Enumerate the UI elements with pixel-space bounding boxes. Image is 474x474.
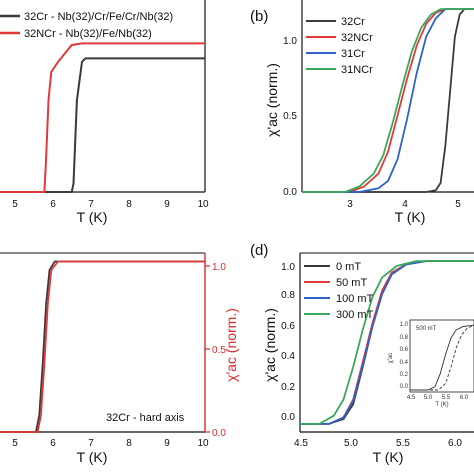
legend-label-31Cr: 31Cr	[341, 48, 365, 60]
panel-d: (d) 0.0 0.2 0.4 0.6 0.8 1.0 4.5 5.0 5.5 …	[250, 242, 474, 465]
panel-d-inset: 500 mT 0.0 0.2 0.4 0.6 0.8 1.0 χ'ac 4.5 …	[388, 319, 474, 408]
panel-c-series-line-0	[0, 260, 205, 433]
panel-c-xtick: 6	[50, 438, 56, 449]
panel-c-xticks: 5 6 7 8 9 10	[12, 438, 209, 449]
panel-c-ytick: 1.0	[212, 262, 226, 273]
inset-ytick: 0.6	[400, 347, 409, 353]
panel-c-xtick: 8	[126, 438, 132, 449]
panel-b-series-line-3	[302, 8, 474, 193]
inset-ytick: 0.8	[400, 335, 409, 341]
panel-c-series-group	[0, 260, 205, 433]
inset-ytick: 0.2	[400, 372, 409, 378]
inset-ytick: 0.4	[400, 360, 409, 366]
panel-d-series-group	[300, 260, 474, 425]
panel-d-ytick: 0.6	[281, 321, 295, 332]
panel-c-xtick: 7	[88, 438, 94, 449]
legend-label-100mT: 100 mT	[336, 293, 374, 305]
panel-b-xtick: 5	[455, 199, 461, 210]
panel-a-xtick: 10	[197, 199, 209, 210]
panel-b-legend: 32Cr 32NCr 31Cr 31NCr	[306, 16, 373, 76]
panel-c-xlabel: T (K)	[77, 449, 108, 465]
panel-d-ylabel: χ'ac (norm.)	[262, 308, 278, 382]
panel-d-legend: 0 mT 50 mT 100 mT 300 mT	[304, 261, 374, 321]
panel-d-ytick: 0.8	[281, 290, 295, 301]
panel-c-yticks-right: 1.0 0.5 0.0	[205, 262, 226, 439]
panel-b-xlabel: T (K)	[395, 209, 426, 225]
legend-label-31NCr: 31NCr	[341, 64, 373, 76]
panel-b-xtick: 4	[402, 199, 408, 210]
panel-b-series-line-2	[302, 8, 474, 193]
inset-xtick: 6.0	[460, 395, 469, 401]
panel-d-ytick: 1.0	[281, 262, 295, 273]
inset-ylabel: χ'ac	[388, 353, 394, 364]
inset-series-line-0	[410, 324, 474, 391]
panel-b-ytick: 1.0	[283, 36, 297, 47]
panel-b: (b) 0.0 0.5 1.0 3 4 5 T (K) χ'ac (norm.)…	[250, 0, 474, 225]
panel-d-xlabel: T (K)	[373, 449, 404, 465]
panel-d-xtick: 5.5	[396, 438, 410, 449]
legend-label-32Cr: 32Cr	[341, 16, 365, 28]
panel-a-series-group	[0, 42, 205, 193]
panel-a-xtick: 8	[126, 199, 132, 210]
panel-b-tag: (b)	[250, 8, 268, 25]
panel-b-xtick: 3	[347, 199, 353, 210]
inset-label: 500 mT	[416, 326, 437, 332]
panel-b-series-line-0	[302, 8, 474, 193]
panel-b-ytick: 0.0	[283, 187, 297, 198]
panel-c-xtick: 9	[164, 438, 170, 449]
panel-a-xtick: 9	[164, 199, 170, 210]
panel-d-yticks: 0.0 0.2 0.4 0.6 0.8 1.0	[281, 262, 295, 423]
panel-b-yticks: 0.0 0.5 1.0	[283, 36, 297, 198]
panel-d-ytick: 0.2	[281, 382, 295, 393]
panel-c-xtick: 10	[197, 438, 209, 449]
panel-a-series-line-1	[0, 42, 205, 193]
inset-series-group	[410, 324, 474, 391]
panel-c: 1.0 0.5 0.0 χ'ac (norm.) 5 6 7 8 9 10 T …	[0, 252, 239, 465]
panel-c-ytick: 0.5	[212, 345, 226, 356]
legend-label-0mT: 0 mT	[336, 261, 361, 273]
panel-a-legend: 32Cr - Nb(32)/Cr/Fe/Cr/Nb(32) 32NCr - Nb…	[0, 11, 173, 40]
panel-c-ylabel: χ'ac (norm.)	[223, 308, 239, 382]
panel-b-series-group	[302, 8, 474, 193]
panel-b-ytick: 0.5	[283, 111, 297, 122]
panel-a-xticks: 5 6 7 8 9 10	[12, 199, 209, 210]
inset-ytick: 1.0	[400, 322, 409, 328]
inset-xlabel: T (K)	[435, 402, 448, 408]
legend-label-32NCr: 32NCr	[341, 32, 373, 44]
panel-a-series-line-0	[0, 57, 205, 193]
panel-a: 5 6 7 8 9 10 T (K) 32Cr - Nb(32)/Cr/Fe/C…	[0, 0, 209, 225]
panel-d-xtick: 6.0	[448, 438, 462, 449]
panel-b-series-line-1	[302, 8, 474, 193]
legend-label-300mT: 300 mT	[336, 309, 374, 321]
panel-d-xticks: 4.5 5.0 5.5 6.0	[294, 438, 462, 449]
panel-d-tag: (d)	[250, 242, 268, 259]
legend-label-32Cr: 32Cr - Nb(32)/Cr/Fe/Cr/Nb(32)	[24, 11, 173, 23]
panel-d-series-line-3	[300, 260, 474, 425]
panel-c-annotation: 32Cr - hard axis	[106, 412, 185, 424]
panel-a-xtick: 5	[12, 199, 18, 210]
panel-a-xlabel: T (K)	[77, 209, 108, 225]
panel-c-ytick: 0.0	[212, 428, 226, 439]
panel-c-xtick: 5	[12, 438, 18, 449]
panel-d-xtick: 4.5	[294, 438, 308, 449]
panel-b-ylabel: χ'ac (norm.)	[264, 63, 280, 137]
panel-d-series-line-2	[300, 260, 474, 425]
inset-xtick: 5.5	[442, 395, 451, 401]
panel-d-ytick: 0.0	[281, 412, 295, 423]
panel-d-ytick: 0.4	[281, 351, 295, 362]
legend-label-50mT: 50 mT	[336, 277, 367, 289]
inset-frame	[409, 319, 474, 393]
inset-xtick: 4.5	[407, 395, 416, 401]
panel-a-xtick: 6	[50, 199, 56, 210]
panel-a-xtick: 7	[88, 199, 94, 210]
legend-label-32NCr: 32NCr - Nb(32)/Fe/Nb(32)	[24, 28, 152, 40]
panel-c-series-line-1	[0, 260, 205, 433]
inset-ytick: 0.0	[400, 384, 409, 390]
panel-b-xticks: 3 4 5	[347, 199, 461, 210]
panel-d-xtick: 5.0	[344, 438, 358, 449]
inset-xtick: 5.0	[424, 395, 433, 401]
inset-series-line-1	[410, 324, 474, 391]
